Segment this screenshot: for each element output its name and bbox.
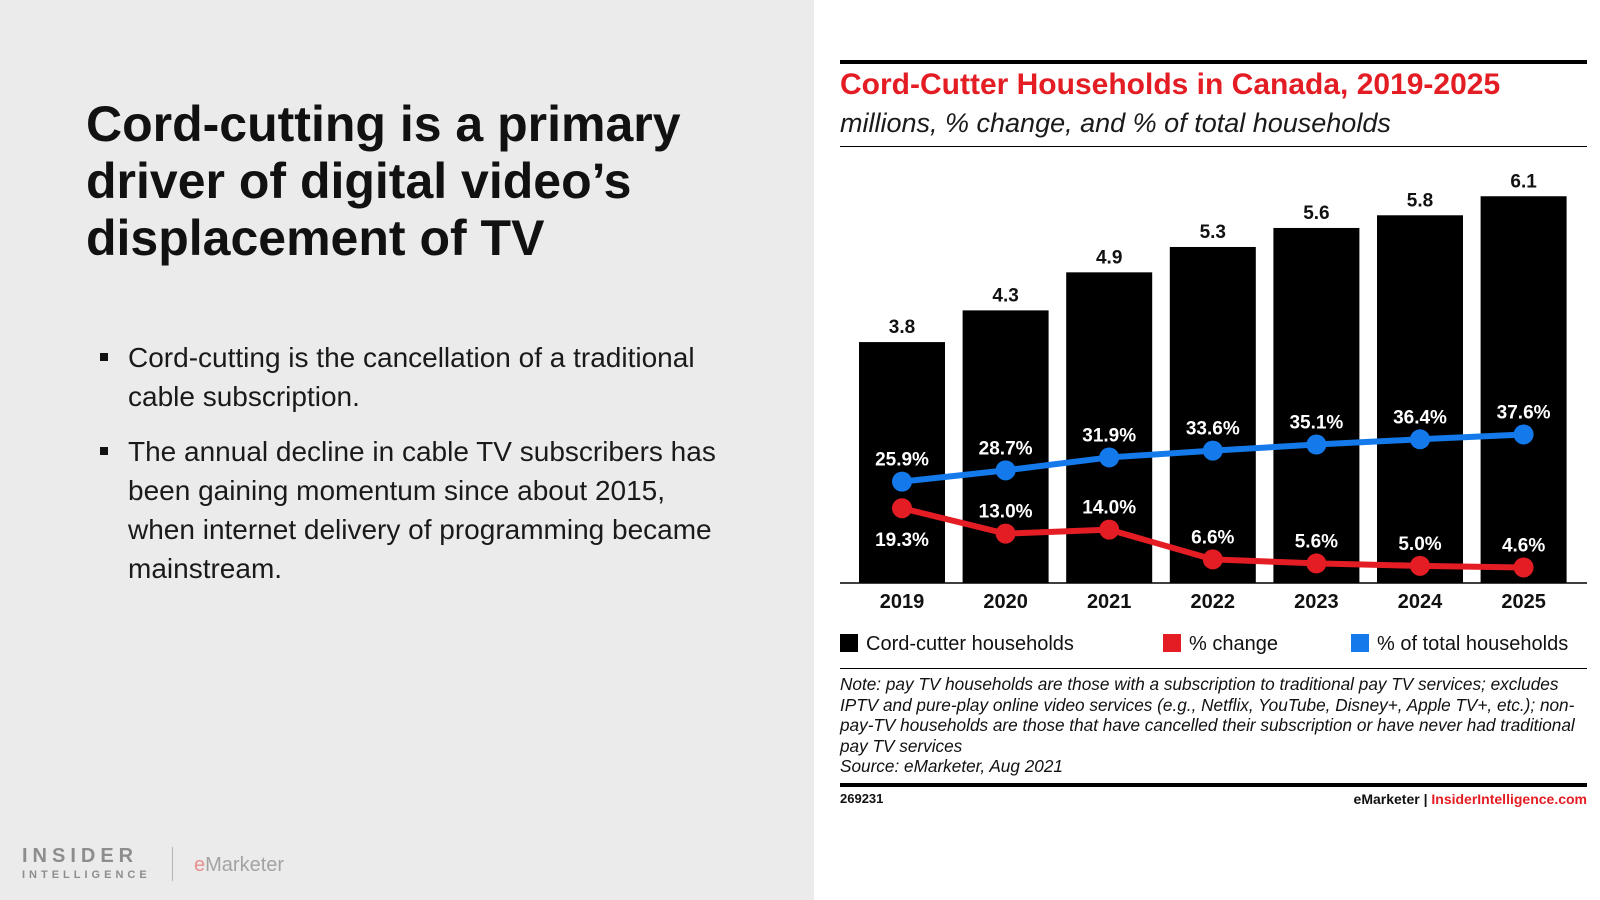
credit-emarketer: eMarketer (1353, 791, 1420, 807)
point-change (1513, 557, 1534, 578)
point-label-change: 13.0% (979, 502, 1033, 523)
bar-value-label: 4.3 (992, 285, 1018, 306)
logo-line-insider: INSIDER (22, 845, 139, 867)
emarketer-logo: eMarketer (194, 854, 284, 877)
bullet-square-icon (100, 447, 108, 455)
legend-swatch-black (840, 634, 858, 652)
point-share (1513, 424, 1534, 445)
bar-cord-cutter-households (1377, 215, 1463, 583)
chart-bottom-rule (840, 783, 1587, 787)
point-change (892, 498, 912, 519)
x-tick-label: 2025 (1501, 591, 1546, 613)
legend-rule (840, 668, 1587, 669)
x-tick-label: 2020 (983, 591, 1028, 613)
chart-subtitle-rule (840, 146, 1587, 147)
bar-value-label: 4.9 (1096, 247, 1122, 268)
bar-cord-cutter-households (1169, 246, 1256, 584)
bullet-text: Cord-cutting is the cancellation of a tr… (128, 342, 695, 412)
x-tick-label: 2024 (1398, 591, 1443, 613)
legend-swatch-red (1163, 634, 1181, 652)
point-label-share: 28.7% (979, 438, 1033, 459)
credit-insiderintelligence-link[interactable]: InsiderIntelligence.com (1431, 791, 1587, 807)
bar-cord-cutter-households (1480, 196, 1567, 583)
x-tick-label: 2022 (1191, 591, 1236, 613)
x-tick-label: 2023 (1294, 591, 1339, 613)
point-label-share: 25.9% (875, 450, 929, 471)
logo-line-intelligence: INTELLIGENCE (22, 869, 151, 881)
point-label-share: 36.4% (1393, 407, 1447, 428)
legend-item-share: % of total households (1351, 633, 1568, 656)
legend-item-change: % change (1163, 633, 1278, 656)
point-share (1099, 447, 1120, 468)
point-change (1410, 555, 1430, 576)
point-label-change: 19.3% (875, 530, 929, 551)
bar-cord-cutter-households (1273, 227, 1360, 583)
bar-value-label: 5.6 (1303, 203, 1329, 224)
left-panel (0, 0, 814, 900)
point-label-share: 31.9% (1082, 425, 1136, 446)
point-share (1410, 429, 1430, 450)
point-label-share: 35.1% (1289, 413, 1343, 434)
legend-item-households: Cord-cutter households (840, 633, 1074, 656)
bullet-item: The annual decline in cable TV subscribe… (100, 432, 720, 588)
legend-label: Cord-cutter households (866, 633, 1074, 655)
chart-note: Note: pay TV households are those with a… (840, 674, 1585, 777)
chart-subtitle: millions, % change, and % of total house… (840, 108, 1391, 138)
bullet-text: The annual decline in cable TV subscribe… (128, 436, 716, 584)
point-change (995, 523, 1016, 544)
bar-value-label: 5.8 (1407, 190, 1433, 211)
point-change (1202, 549, 1223, 570)
point-share (1202, 440, 1223, 461)
chart-id: 269231 (840, 791, 884, 806)
point-label-change: 4.6% (1502, 535, 1545, 556)
logo-divider (172, 847, 173, 881)
x-tick-label: 2019 (880, 591, 925, 613)
chart-source: Source: eMarketer, Aug 2021 (840, 756, 1063, 777)
bullet-list: Cord-cutting is the cancellation of a tr… (100, 338, 720, 604)
point-label-change: 6.6% (1191, 527, 1234, 548)
point-change (1306, 553, 1327, 574)
slide-headline: Cord-cutting is a primary driver of digi… (86, 96, 681, 266)
insider-intelligence-logo: INSIDER INTELLIGENCE (22, 846, 151, 882)
x-tick-label: 2021 (1087, 591, 1132, 613)
point-share (892, 471, 912, 492)
chart-top-rule (840, 60, 1587, 64)
emarketer-logo-e: e (194, 854, 206, 876)
point-label-change: 5.6% (1295, 531, 1338, 552)
chart-note-text: Note: pay TV households are those with a… (840, 674, 1575, 756)
chart-credit: eMarketer | InsiderIntelligence.com (1354, 791, 1587, 807)
point-label-change: 14.0% (1082, 498, 1136, 519)
point-share (1306, 434, 1327, 455)
bullet-square-icon (100, 353, 108, 361)
bullet-item: Cord-cutting is the cancellation of a tr… (100, 338, 720, 416)
chart-title: Cord-Cutter Households in Canada, 2019-2… (840, 68, 1501, 101)
point-share (995, 460, 1016, 481)
legend-label: % change (1189, 633, 1278, 655)
legend-label: % of total households (1377, 633, 1569, 655)
point-change (1099, 519, 1120, 540)
bar-cord-cutter-households (859, 342, 945, 583)
legend-swatch-blue (1351, 634, 1369, 652)
point-label-share: 33.6% (1186, 419, 1240, 440)
credit-separator: | (1423, 791, 1428, 807)
point-label-change: 5.0% (1398, 534, 1441, 555)
point-label-share: 37.6% (1497, 402, 1551, 423)
bar-value-label: 5.3 (1200, 222, 1226, 243)
bar-value-label: 3.8 (889, 317, 915, 338)
emarketer-logo-rest: Marketer (205, 854, 285, 876)
bar-value-label: 6.1 (1510, 171, 1537, 192)
